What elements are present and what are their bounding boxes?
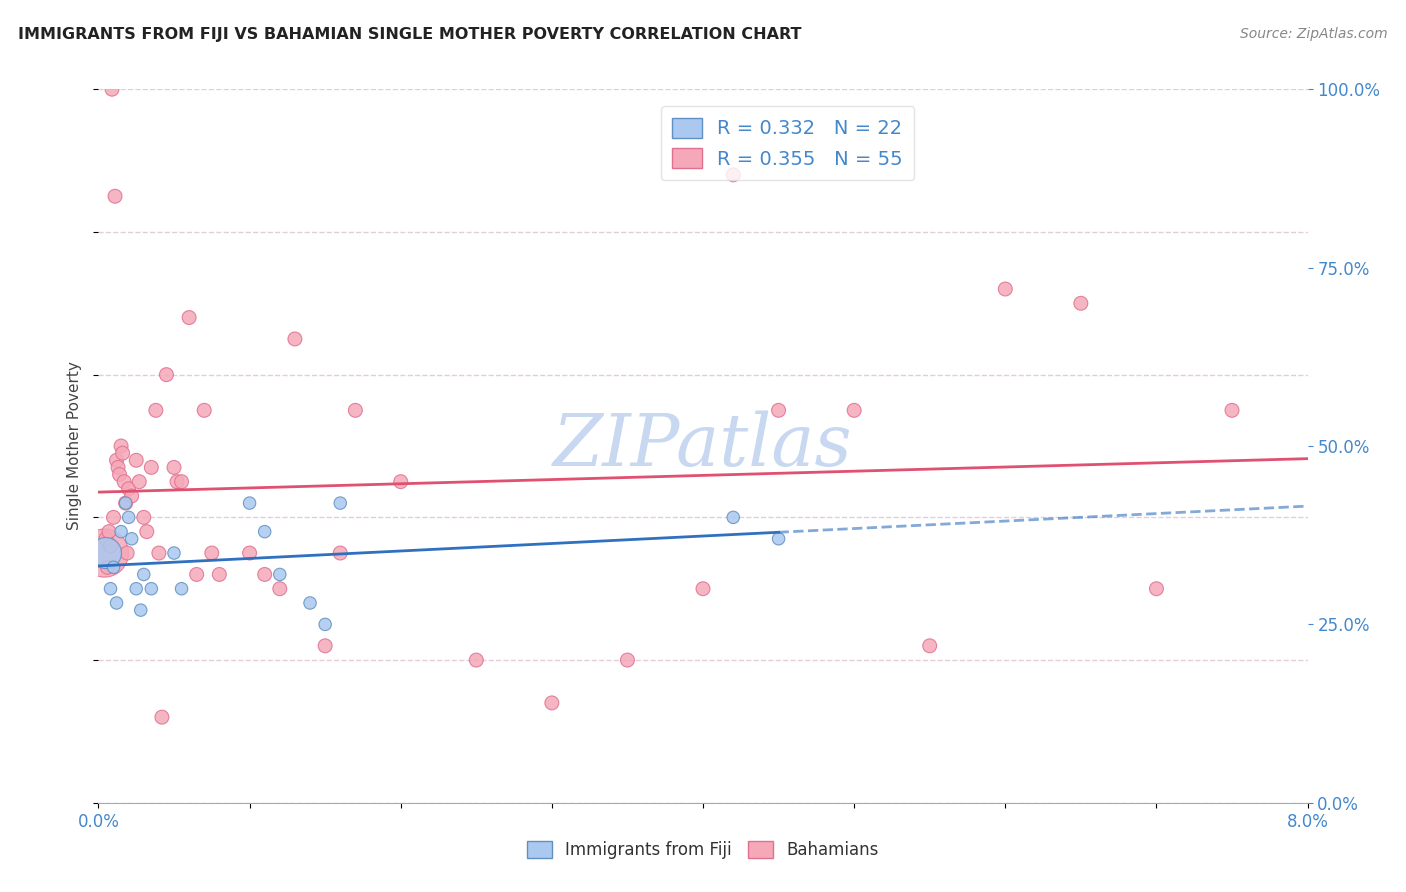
Point [163, 460, 186, 475]
Point [155, 368, 177, 382]
Point [239, 496, 262, 510]
Point [148, 546, 170, 560]
Point [110, 524, 132, 539]
Point [94, 546, 117, 560]
Point [1220, 403, 1243, 417]
Point [103, 510, 125, 524]
Point [541, 696, 564, 710]
Point [299, 596, 322, 610]
Point [98, 524, 121, 539]
Point [314, 617, 336, 632]
Point [128, 475, 150, 489]
Text: ZIPatlas: ZIPatlas [553, 410, 853, 482]
Point [132, 510, 155, 524]
Point [107, 460, 129, 475]
Point [269, 582, 291, 596]
Point [208, 567, 231, 582]
Point [118, 510, 141, 524]
Point [186, 567, 208, 582]
Point [253, 567, 276, 582]
Point [170, 475, 193, 489]
Point [93, 546, 115, 560]
Point [269, 567, 291, 582]
Point [110, 439, 132, 453]
Point [329, 496, 352, 510]
Point [692, 582, 714, 596]
Point [114, 496, 136, 510]
Point [121, 489, 143, 503]
Point [121, 532, 143, 546]
Point [105, 596, 128, 610]
Point [1146, 582, 1168, 596]
Text: IMMIGRANTS FROM FIJI VS BAHAMIAN SINGLE MOTHER POVERTY CORRELATION CHART: IMMIGRANTS FROM FIJI VS BAHAMIAN SINGLE … [18, 27, 801, 42]
Point [100, 582, 122, 596]
Point [723, 168, 745, 182]
Point [329, 546, 352, 560]
Point [132, 567, 155, 582]
Point [105, 453, 128, 467]
Point [125, 453, 148, 467]
Point [135, 524, 157, 539]
Point [253, 524, 276, 539]
Point [844, 403, 866, 417]
Point [103, 560, 125, 574]
Point [344, 403, 367, 417]
Point [284, 332, 307, 346]
Point [141, 582, 163, 596]
Point [145, 403, 167, 417]
Point [314, 639, 336, 653]
Point [239, 546, 262, 560]
Point [141, 460, 163, 475]
Point [1070, 296, 1092, 310]
Point [129, 603, 152, 617]
Point [616, 653, 638, 667]
Point [96, 560, 118, 574]
Point [768, 532, 790, 546]
Point [101, 82, 124, 96]
Point [918, 639, 941, 653]
Point [150, 710, 173, 724]
Y-axis label: Single Mother Poverty: Single Mother Poverty [67, 361, 83, 531]
Point [166, 475, 188, 489]
Point [104, 189, 127, 203]
Point [723, 510, 745, 524]
Point [100, 539, 122, 553]
Point [163, 546, 186, 560]
Point [179, 310, 201, 325]
Point [170, 582, 193, 596]
Point [108, 467, 131, 482]
Point [465, 653, 488, 667]
Point [201, 546, 224, 560]
Point [118, 482, 141, 496]
Point [125, 582, 148, 596]
Point [389, 475, 412, 489]
Text: Source: ZipAtlas.com: Source: ZipAtlas.com [1240, 27, 1388, 41]
Point [193, 403, 215, 417]
Point [111, 446, 134, 460]
Point [94, 532, 117, 546]
Point [994, 282, 1017, 296]
Point [115, 546, 138, 560]
Point [768, 403, 790, 417]
Legend: Immigrants from Fiji, Bahamians: Immigrants from Fiji, Bahamians [520, 834, 886, 866]
Point [114, 496, 136, 510]
Point [112, 475, 135, 489]
